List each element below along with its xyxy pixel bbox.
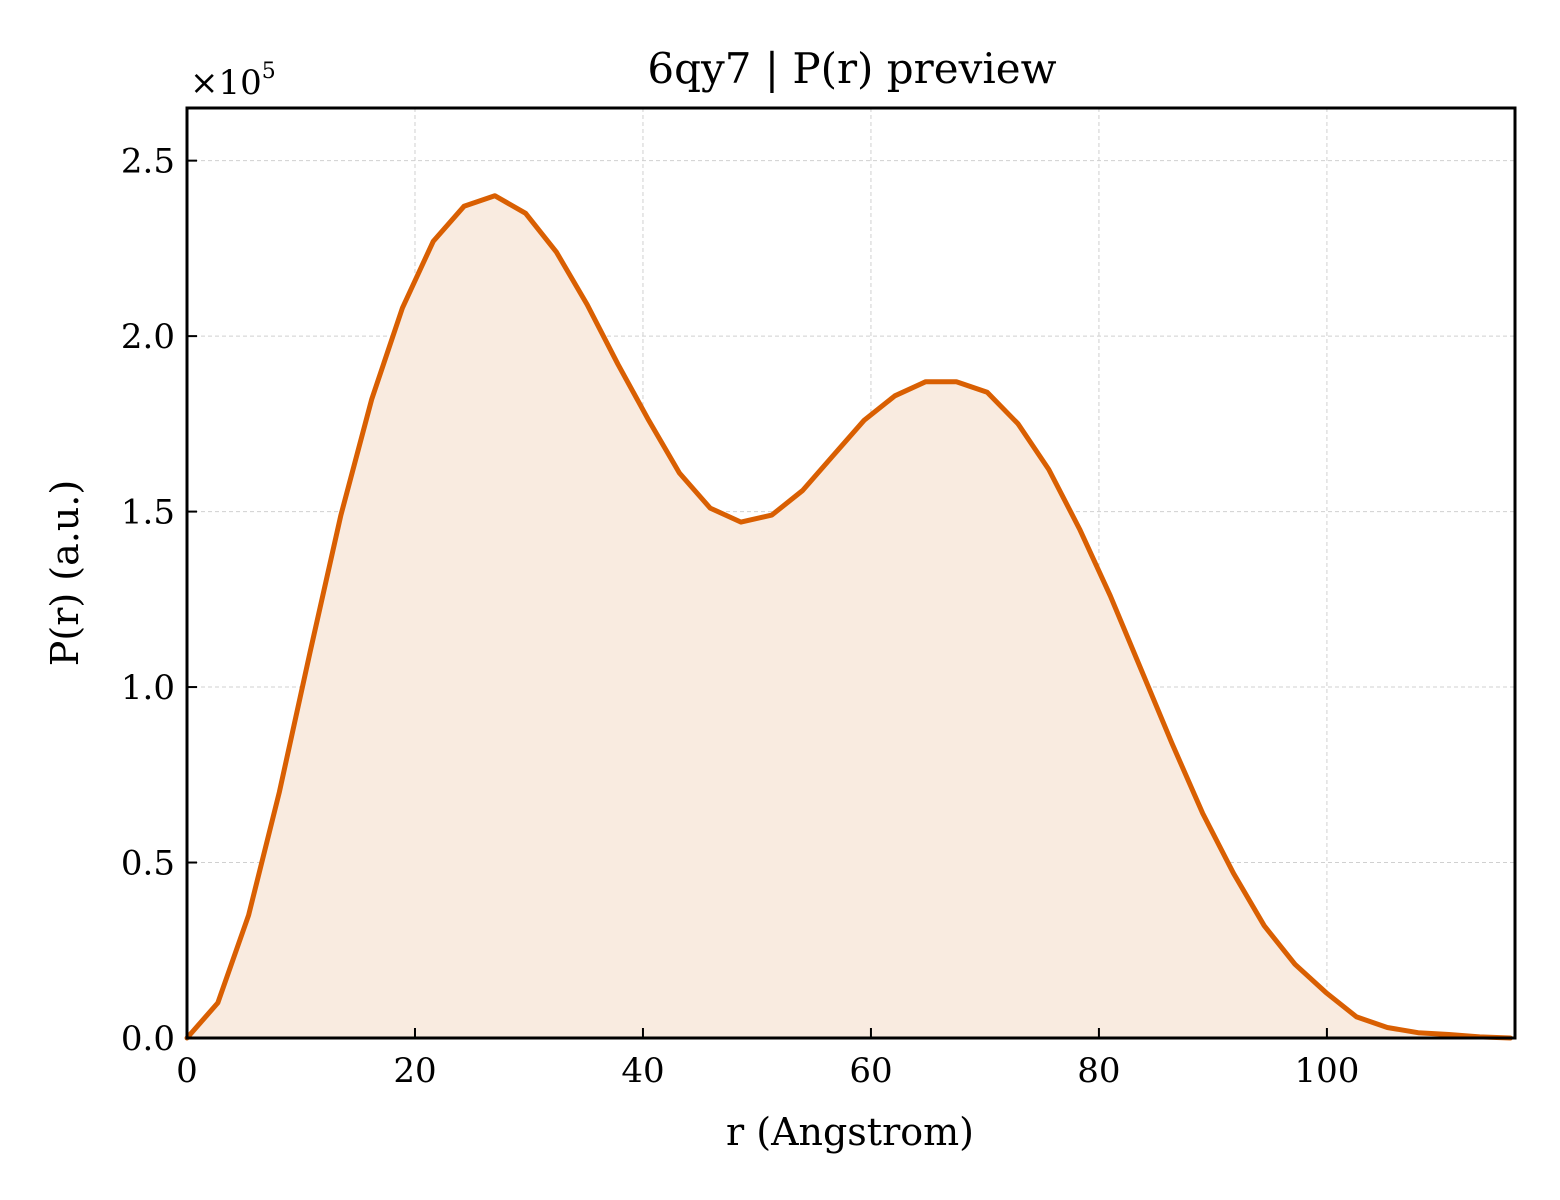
plot-frame	[185, 106, 1517, 1040]
y-multiplier-label: ×105	[190, 59, 276, 103]
y-tick-label: 2.5	[121, 142, 175, 182]
x-tick-label: 40	[621, 1051, 664, 1091]
chart-title: 6qy7 | P(r) preview	[647, 44, 1056, 93]
x-tick-label: 60	[849, 1051, 892, 1091]
area-fill	[187, 195, 1511, 1038]
y-tick-label: 1.0	[121, 668, 175, 708]
y-axis-label: P(r) (a.u.)	[43, 480, 87, 666]
x-tick-label: 0	[176, 1051, 198, 1091]
y-tick-label: 0.5	[121, 844, 175, 884]
x-tick-label: 20	[393, 1051, 436, 1091]
x-tick-label: 80	[1077, 1051, 1120, 1091]
x-tick-label: 100	[1294, 1051, 1359, 1091]
ticks: 0 20 40 60 80 100 0.0 0.5 1.0 1.5 2.0 2.5	[121, 142, 1359, 1091]
x-axis-label: r (Angstrom)	[726, 1110, 974, 1154]
y-tick-label: 2.0	[121, 317, 175, 357]
y-tick-label: 1.5	[121, 493, 175, 533]
series-line	[184, 193, 1513, 1041]
y-tick-label: 0.0	[121, 1019, 175, 1059]
